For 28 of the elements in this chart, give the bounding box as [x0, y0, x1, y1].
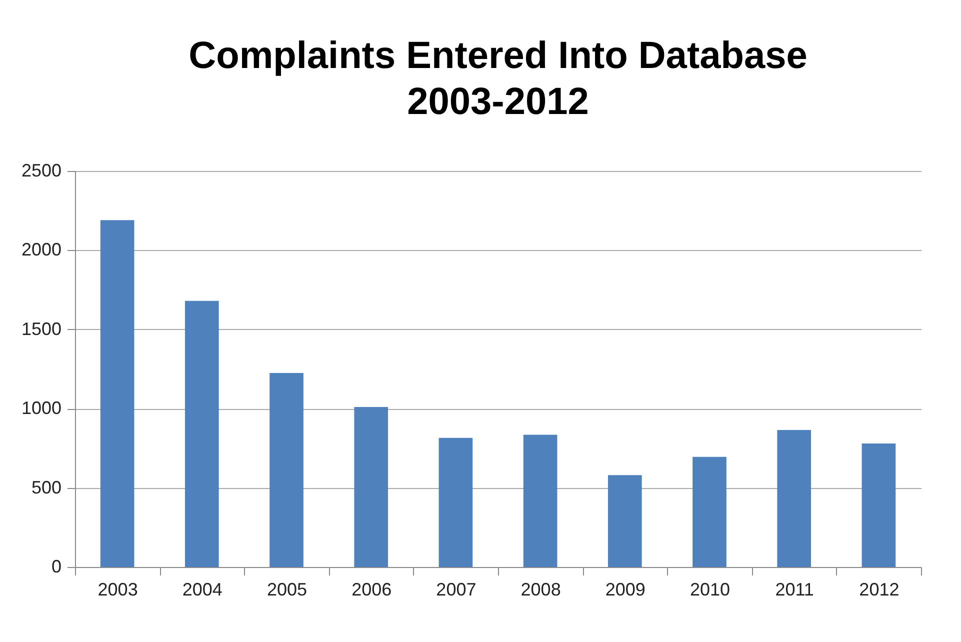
y-tick-label: 2000	[21, 240, 62, 260]
x-tick-label: 2008	[520, 580, 561, 600]
bar	[100, 220, 134, 567]
bar	[354, 407, 388, 567]
x-tick-label: 2004	[182, 580, 222, 600]
bar	[438, 438, 473, 567]
y-tick-label: 1500	[21, 318, 62, 339]
y-tick-label: 0	[51, 556, 62, 576]
x-tick-label: 2006	[352, 580, 392, 600]
chart-title: Complaints Entered Into Database	[188, 35, 808, 77]
y-tick-label: 500	[31, 477, 62, 498]
x-tick-label: 2009	[605, 580, 646, 600]
bar	[184, 300, 219, 567]
x-tick-label: 2010	[690, 580, 730, 600]
bar	[692, 456, 726, 567]
chart-subtitle: 2003-2012	[407, 81, 589, 123]
bar	[777, 430, 812, 567]
x-tick-label: 2005	[266, 580, 308, 600]
bar	[608, 475, 642, 567]
y-tick-label: 1000	[21, 398, 62, 418]
bar	[270, 372, 304, 567]
bar	[523, 434, 558, 567]
x-tick-label: 2003	[98, 580, 138, 600]
x-tick-label: 2011	[775, 580, 814, 600]
y-tick-label: 2500	[21, 160, 62, 180]
bar	[862, 443, 896, 567]
x-tick-label: 2012	[859, 580, 900, 600]
x-tick-label: 2007	[436, 580, 476, 600]
